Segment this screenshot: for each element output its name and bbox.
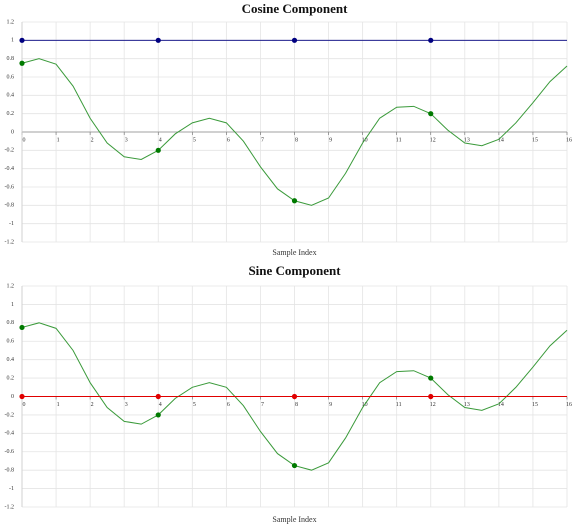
x-tick-label: 1 bbox=[57, 137, 60, 143]
y-tick-label: 0.6 bbox=[7, 74, 15, 80]
point bbox=[428, 37, 434, 43]
y-tick-label: 0.4 bbox=[7, 357, 15, 363]
x-tick-label: 5 bbox=[193, 137, 196, 143]
y-tick-label: -1.2 bbox=[5, 504, 15, 510]
x-tick-label: 16 bbox=[566, 137, 572, 143]
point bbox=[19, 60, 25, 66]
x-tick-label: 4 bbox=[159, 402, 162, 408]
x-tick-label: 15 bbox=[532, 402, 538, 408]
point bbox=[291, 462, 298, 469]
y-tick-label: 0.2 bbox=[7, 111, 15, 117]
x-tick-label: 3 bbox=[125, 402, 128, 408]
x-tick-label: 13 bbox=[464, 402, 470, 408]
x-tick-label: 0 bbox=[23, 137, 26, 143]
y-tick-label: 0.2 bbox=[7, 375, 15, 381]
y-tick-label: 0.4 bbox=[7, 93, 15, 99]
y-tick-label: 1 bbox=[11, 38, 14, 44]
x-axis-label: Sample Index bbox=[272, 248, 316, 257]
x-tick-label: 9 bbox=[329, 137, 332, 143]
x-tick-label: 14 bbox=[498, 402, 504, 408]
y-tick-label: -0.2 bbox=[5, 412, 15, 418]
point bbox=[428, 111, 434, 117]
x-tick-label: 5 bbox=[193, 402, 196, 408]
chart-title: Sine Component bbox=[248, 263, 341, 278]
x-tick-label: 11 bbox=[396, 402, 402, 408]
x-tick-label: 15 bbox=[532, 137, 538, 143]
y-tick-label: 1.2 bbox=[7, 283, 15, 289]
point bbox=[19, 324, 25, 331]
x-tick-label: 7 bbox=[261, 137, 264, 143]
point bbox=[19, 37, 25, 43]
point bbox=[155, 393, 161, 400]
point bbox=[428, 375, 434, 381]
y-tick-label: 1 bbox=[11, 302, 14, 308]
x-tick-label: 14 bbox=[498, 137, 504, 143]
point bbox=[291, 393, 298, 400]
x-tick-label: 6 bbox=[227, 402, 230, 408]
y-tick-label: 1.2 bbox=[7, 19, 15, 25]
x-tick-label: 8 bbox=[295, 402, 298, 408]
x-tick-label: 12 bbox=[430, 137, 436, 143]
x-tick-label: 8 bbox=[295, 137, 298, 143]
chart-title: Cosine Component bbox=[242, 1, 348, 16]
y-tick-label: 0.8 bbox=[7, 56, 15, 62]
y-tick-label: -0.4 bbox=[5, 431, 15, 437]
x-tick-label: 16 bbox=[566, 402, 572, 408]
x-tick-label: 2 bbox=[91, 137, 94, 143]
x-tick-label: 0 bbox=[23, 402, 26, 408]
y-tick-label: -1.2 bbox=[5, 239, 15, 245]
y-tick-label: -1 bbox=[9, 221, 14, 227]
x-axis-label: Sample Index bbox=[272, 515, 316, 524]
y-tick-label: -0.4 bbox=[5, 166, 15, 172]
y-tick-label: 0 bbox=[11, 129, 14, 135]
x-tick-label: 12 bbox=[430, 402, 436, 408]
y-tick-label: -0.6 bbox=[5, 449, 15, 455]
x-tick-label: 13 bbox=[464, 137, 470, 143]
point bbox=[428, 393, 434, 400]
y-tick-label: -0.8 bbox=[5, 468, 15, 474]
x-tick-label: 3 bbox=[125, 137, 128, 143]
point bbox=[155, 412, 161, 418]
x-tick-label: 1 bbox=[57, 402, 60, 408]
x-tick-label: 7 bbox=[261, 402, 264, 408]
point bbox=[291, 198, 298, 204]
y-tick-label: -0.2 bbox=[5, 148, 15, 154]
y-tick-label: 0 bbox=[11, 394, 14, 400]
point bbox=[155, 37, 161, 43]
y-tick-label: -0.8 bbox=[5, 203, 15, 209]
point bbox=[19, 393, 25, 400]
x-tick-label: 4 bbox=[159, 137, 162, 143]
y-tick-label: -0.6 bbox=[5, 184, 15, 190]
x-tick-label: 2 bbox=[91, 402, 94, 408]
y-tick-label: -1 bbox=[9, 486, 14, 492]
point bbox=[291, 37, 298, 43]
x-tick-label: 6 bbox=[227, 137, 230, 143]
x-tick-label: 9 bbox=[329, 402, 332, 408]
y-tick-label: 0.8 bbox=[7, 320, 15, 326]
y-tick-label: 0.6 bbox=[7, 339, 15, 345]
point bbox=[155, 147, 161, 153]
x-tick-label: 11 bbox=[396, 137, 402, 143]
